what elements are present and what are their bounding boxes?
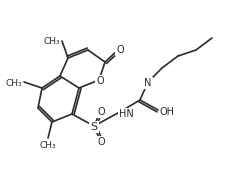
Text: CH₃: CH₃ [5, 79, 22, 87]
Text: HN: HN [119, 109, 134, 119]
Text: CH₃: CH₃ [40, 141, 56, 150]
Text: OH: OH [160, 107, 175, 117]
Text: N: N [144, 78, 152, 88]
Text: CH₃: CH₃ [43, 36, 60, 45]
Text: O: O [116, 45, 124, 55]
Text: O: O [96, 76, 104, 86]
Text: S: S [90, 122, 98, 132]
Text: O: O [97, 137, 105, 147]
Text: O: O [97, 107, 105, 117]
